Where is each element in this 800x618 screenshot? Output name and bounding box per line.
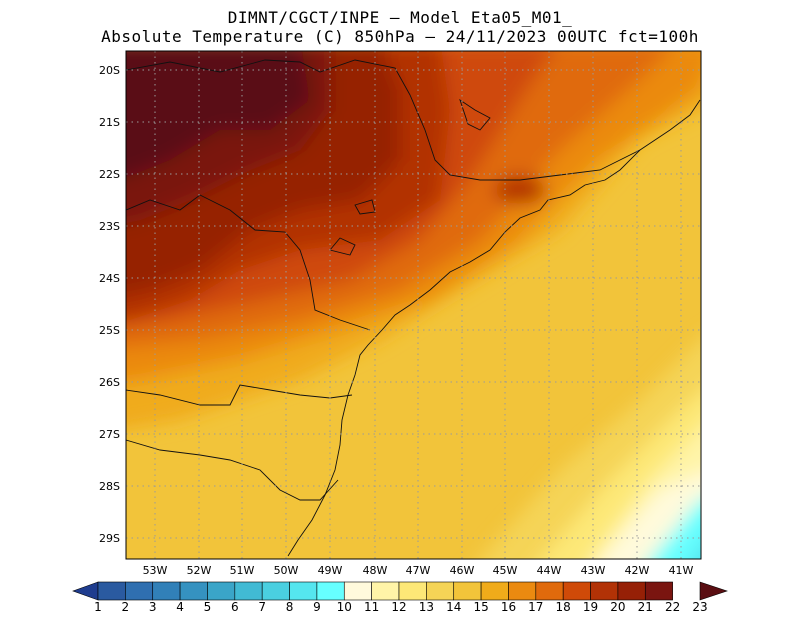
colorbar-swatch: [179, 581, 208, 601]
lon-tick-label: 46W: [450, 564, 475, 577]
lon-tick-label: 45W: [493, 564, 518, 577]
lat-tick-label: 20S: [99, 64, 120, 77]
lon-tick-label: 52W: [187, 564, 212, 577]
colorbar-label: 2: [122, 600, 130, 614]
lon-tick-label: 41W: [669, 564, 694, 577]
colorbar-label: 11: [364, 600, 379, 614]
lon-tick-label: 51W: [230, 564, 255, 577]
lat-tick-label: 27S: [99, 428, 120, 441]
colorbar-swatch: [426, 581, 455, 601]
lat-tick-label: 21S: [99, 116, 120, 129]
lat-axis: 20S 21S 22S 23S 24S 25S 26S 27S 28S 29S: [99, 64, 120, 545]
lat-tick-label: 23S: [99, 220, 120, 233]
colorbar-swatch: [207, 581, 236, 601]
colorbar-swatch: [316, 581, 345, 601]
colorbar-label: 4: [176, 600, 184, 614]
colorbar-swatch: [453, 581, 482, 601]
colorbar-label: 16: [501, 600, 516, 614]
colorbar-label: 20: [610, 600, 625, 614]
colorbar-label: 7: [258, 600, 266, 614]
temperature-field: [126, 51, 701, 559]
lat-tick-label: 24S: [99, 272, 120, 285]
lon-tick-label: 50W: [274, 564, 299, 577]
colorbar-label: 14: [446, 600, 461, 614]
colorbar-label: 6: [231, 600, 239, 614]
colorbar-swatch: [535, 581, 564, 601]
colorbar-swatch: [480, 581, 509, 601]
colorbar-label: 15: [473, 600, 488, 614]
colorbar-swatch: [97, 581, 126, 601]
colorbar-label: 21: [638, 600, 653, 614]
lat-tick-label: 25S: [99, 324, 120, 337]
map-subtitle: Absolute Temperature (C) 850hPa – 24/11/…: [101, 27, 699, 46]
colorbar-swatch: [590, 581, 619, 601]
map-frame: [125, 50, 702, 560]
lat-tick-label: 29S: [99, 532, 120, 545]
colorbar-swatch: [398, 581, 427, 601]
colorbar-label: 8: [286, 600, 294, 614]
colorbar: 1 2 3 4 5 6 7 8 9 10 11 12 13 14 15 16 17 18 19 20 21 22 23: [72, 581, 728, 614]
colorbar-swatch: [699, 581, 728, 601]
colorbar-label: 19: [583, 600, 598, 614]
graticule: [126, 51, 701, 559]
lon-tick-label: 49W: [318, 564, 343, 577]
colorbar-label: 1: [94, 600, 102, 614]
colorbar-label: 23: [692, 600, 707, 614]
lon-axis: 53W 52W 51W 50W 49W 48W 47W 46W 45W 44W …: [143, 564, 694, 577]
colorbar-swatch: [72, 581, 99, 601]
colorbar-label: 13: [419, 600, 434, 614]
colorbar-swatch: [343, 581, 372, 601]
lon-tick-label: 44W: [537, 564, 562, 577]
colorbar-label: 9: [313, 600, 321, 614]
colorbar-swatch: [508, 581, 537, 601]
lat-tick-label: 26S: [99, 376, 120, 389]
lon-tick-label: 48W: [363, 564, 388, 577]
colorbar-swatch: [152, 581, 181, 601]
lon-tick-label: 43W: [581, 564, 606, 577]
colorbar-swatch: [371, 581, 400, 601]
colorbar-swatch: [125, 581, 154, 601]
colorbar-label: 17: [528, 600, 543, 614]
colorbar-swatch: [644, 581, 673, 601]
map-title: DIMNT/CGCT/INPE – Model Eta05_M01_: [227, 8, 573, 27]
colorbar-label: 3: [149, 600, 157, 614]
lat-tick-label: 22S: [99, 168, 120, 181]
lon-tick-label: 47W: [406, 564, 431, 577]
colorbar-swatch: [289, 581, 318, 601]
colorbar-label: 22: [665, 600, 680, 614]
colorbar-label: 5: [204, 600, 212, 614]
colorbar-label: 18: [556, 600, 571, 614]
colorbar-swatch: [261, 581, 290, 601]
colorbar-label: 10: [337, 600, 352, 614]
colorbar-label: 12: [391, 600, 406, 614]
colorbar-swatch: [617, 581, 646, 601]
lon-tick-label: 53W: [143, 564, 168, 577]
colorbar-swatch: [562, 581, 591, 601]
lat-tick-label: 28S: [99, 480, 120, 493]
colorbar-swatch: [234, 581, 263, 601]
lon-tick-label: 42W: [625, 564, 650, 577]
